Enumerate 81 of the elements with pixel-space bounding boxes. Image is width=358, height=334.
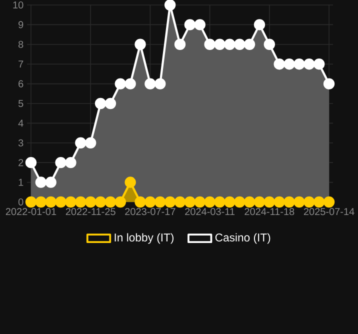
- point: [144, 196, 156, 208]
- point: [323, 78, 335, 90]
- point: [194, 196, 206, 208]
- point: [75, 196, 86, 208]
- point: [154, 196, 166, 208]
- point: [194, 19, 206, 30]
- point: [254, 196, 266, 208]
- point: [174, 38, 186, 50]
- point: [94, 196, 106, 208]
- point: [204, 38, 216, 50]
- point: [114, 196, 126, 208]
- point: [224, 38, 236, 50]
- y-tick-label: 3: [18, 139, 24, 146]
- point: [304, 196, 315, 208]
- point: [45, 196, 56, 208]
- point: [224, 196, 236, 208]
- point: [35, 196, 47, 208]
- point: [144, 78, 156, 90]
- point: [323, 196, 335, 208]
- point: [214, 196, 226, 208]
- y-tick-label: 9: [18, 21, 24, 28]
- point: [134, 196, 146, 208]
- point: [274, 196, 285, 208]
- point: [65, 156, 76, 168]
- point: [264, 196, 276, 208]
- point: [294, 196, 305, 208]
- y-tick-label: 0: [18, 198, 24, 206]
- x-tick-label: 2022-11-25: [66, 208, 116, 216]
- point: [304, 58, 315, 70]
- point: [55, 156, 66, 168]
- y-tick-label: 7: [18, 60, 24, 68]
- y-tick-label: 6: [18, 80, 24, 88]
- point: [35, 176, 47, 188]
- point: [234, 38, 246, 50]
- point: [55, 196, 66, 208]
- x-tick-label: 2024-03-11: [185, 208, 235, 216]
- point: [164, 196, 176, 208]
- x-tick-label: 2024-11-18: [244, 208, 294, 216]
- point: [174, 196, 186, 208]
- y-tick-label: 1: [18, 178, 24, 186]
- point: [84, 137, 96, 148]
- point: [204, 196, 216, 208]
- point: [254, 19, 266, 30]
- point: [84, 196, 96, 208]
- legend-label: In lobby (IT): [114, 233, 174, 244]
- point: [244, 38, 256, 50]
- y-tick-label: 10: [13, 1, 24, 9]
- point: [234, 196, 246, 208]
- point: [284, 58, 295, 70]
- point: [25, 196, 37, 208]
- point: [65, 196, 76, 208]
- x-tick-label: 2025-07-14: [304, 208, 354, 216]
- point: [184, 19, 196, 30]
- point: [313, 196, 325, 208]
- point: [75, 137, 86, 148]
- point: [313, 58, 325, 70]
- point: [244, 196, 256, 208]
- point: [214, 38, 226, 50]
- y-tick-label: 5: [18, 100, 24, 107]
- y-tick-label: 2: [18, 159, 24, 166]
- point: [124, 176, 136, 188]
- point: [134, 38, 146, 50]
- point: [154, 78, 166, 90]
- point: [184, 196, 196, 208]
- point: [104, 98, 116, 110]
- x-tick-label: 2023-07-17: [125, 208, 176, 216]
- point: [274, 58, 285, 70]
- point: [124, 78, 136, 90]
- point: [25, 156, 37, 168]
- point: [114, 78, 126, 90]
- point: [284, 196, 295, 208]
- y-tick-label: 4: [18, 120, 24, 127]
- point: [104, 196, 116, 208]
- point: [164, 0, 176, 11]
- x-tick-label: 2022-01-01: [6, 208, 56, 216]
- point: [45, 176, 56, 188]
- legend-label: Casino (IT): [215, 233, 270, 244]
- y-tick-label: 8: [18, 40, 24, 48]
- point: [294, 58, 305, 70]
- point: [264, 38, 276, 50]
- point: [94, 98, 106, 110]
